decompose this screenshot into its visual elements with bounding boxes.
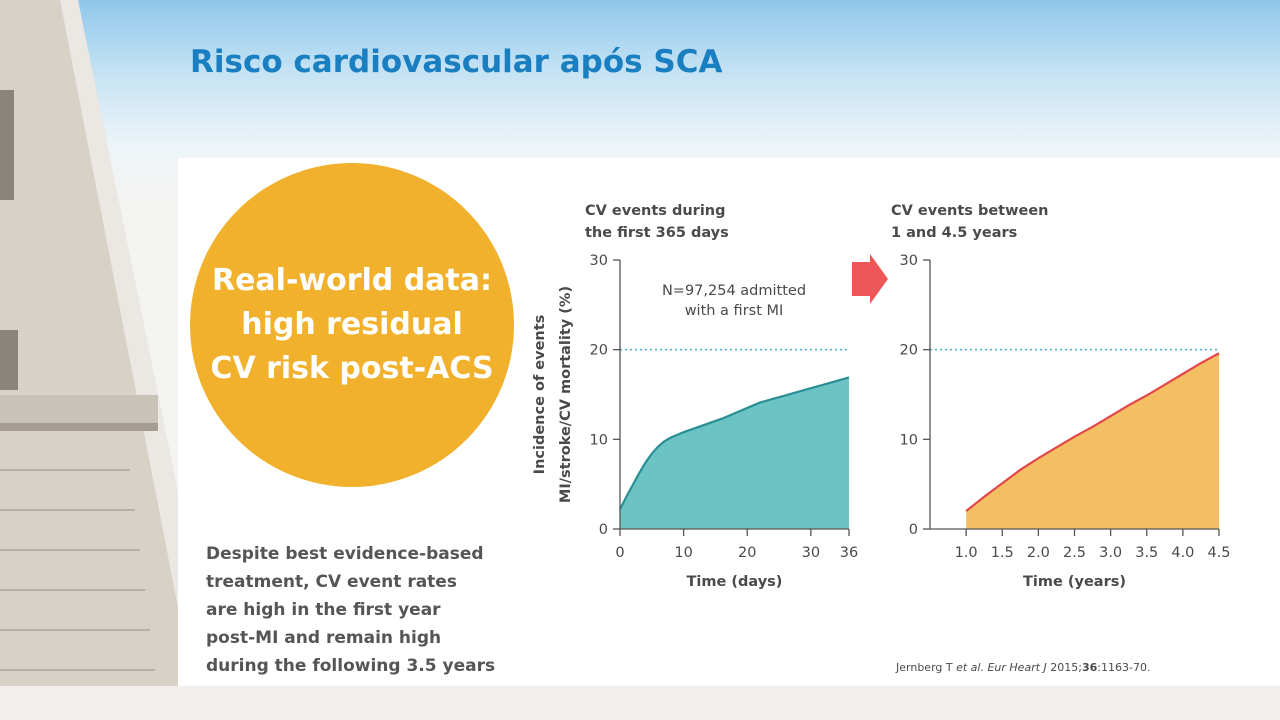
right-arrow-icon [852,254,888,304]
x-tick-label: 1.5 [991,545,1014,561]
x-tick-label: 10 [674,545,692,561]
callout-line: high residual [241,307,463,342]
background-building [0,0,200,720]
x-tick-label: 0 [615,545,624,561]
citation-etal: et al. [956,661,984,674]
x-tick-label: 2.5 [1063,545,1086,561]
area-fill [966,353,1219,529]
citation-year: 2015; [1046,661,1082,674]
chart1-title-line: the first 365 days [585,225,729,241]
x-tick-label: 1.0 [955,545,978,561]
chart2-title-line: CV events between [891,203,1049,219]
y-tick-label: 30 [590,253,608,269]
footer-band [0,686,1280,720]
callout-circle: Real-world data: high residual CV risk p… [190,163,514,487]
summary-line: are high in the first year [206,600,441,620]
callout-line: CV risk post-ACS [210,351,494,386]
x-tick-label: 4.0 [1171,545,1194,561]
summary-line: Despite best evidence-based [206,544,484,564]
y-tick-label: 10 [900,432,918,448]
y-tick-label: 30 [900,253,918,269]
slide-title: Risco cardiovascular após SCA [190,44,723,80]
citation-journal: Eur Heart J [987,661,1047,674]
citation-authors: Jernberg T [896,661,957,674]
annotation-line: with a first MI [685,303,784,319]
y-tick-label: 20 [900,343,918,359]
callout-line: Real-world data: [211,263,493,298]
x-axis-label: Time (years) [1023,574,1126,590]
x-tick-label: 3.0 [1099,545,1122,561]
y-tick-label: 0 [599,522,608,538]
x-tick-label: 4.5 [1207,545,1230,561]
chart2-title-line: 1 and 4.5 years [891,225,1018,241]
chart-one-to-four-half-years: 0 10 20 30 1.0 1.5 2.0 2.5 3.0 3.5 4.0 4.5 Time (yea… [900,253,1231,590]
citation-volume: 36 [1081,661,1098,674]
y-axis-label: MI/stroke/CV mortality (%) [558,286,574,503]
chart1-title: CV events during the first 365 days [585,200,729,244]
summary-text: Despite best evidence-based treatment, C… [206,540,516,680]
x-tick-label: 36 [840,545,858,561]
x-tick-label: 30 [802,545,820,561]
series-line [619,376,850,510]
y-axis-label: Incidence of events [532,315,548,475]
citation-pages: :1163-70. [1097,661,1151,674]
summary-line: treatment, CV event rates [206,572,457,592]
x-axis-label: Time (days) [687,574,783,590]
series-line [965,352,1220,512]
x-tick-label: 3.5 [1135,545,1158,561]
x-tick-label: 2.0 [1027,545,1050,561]
y-tick-label: 0 [909,522,918,538]
x-tick-label: 20 [738,545,756,561]
summary-line: during the following 3.5 years [206,656,496,676]
annotation-line: N=97,254 admitted [662,283,806,299]
chart-first-year: 0 10 20 30 0 10 20 30 36 Time (days) Incidence of … [532,253,858,590]
summary-line: post-MI and remain high [206,628,442,648]
chart1-title-line: CV events during [585,203,726,219]
citation: Jernberg T et al. Eur Heart J 2015;36:11… [896,661,1150,674]
area-fill [620,377,849,529]
chart2-title: CV events between 1 and 4.5 years [891,200,1049,244]
y-tick-label: 20 [590,343,608,359]
y-tick-label: 10 [590,432,608,448]
